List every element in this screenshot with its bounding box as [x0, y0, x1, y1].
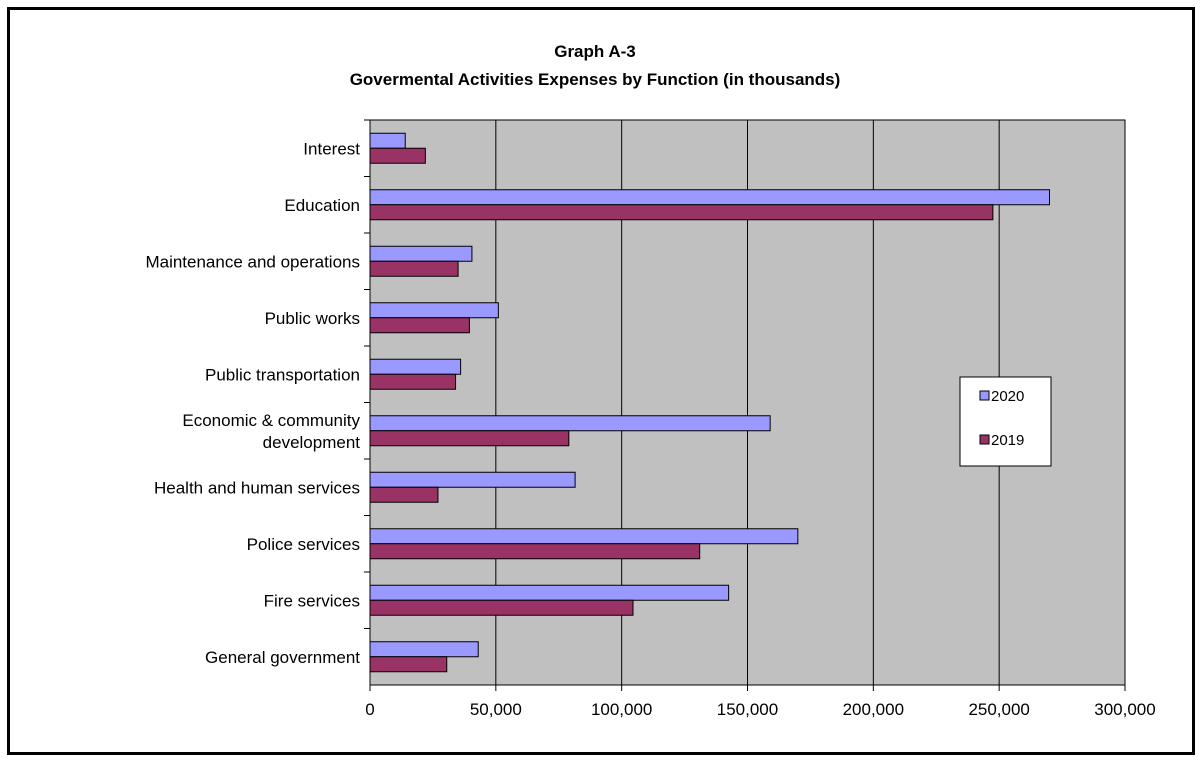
bar-2019-3: [369, 317, 470, 334]
category-label-line: Interest: [303, 139, 360, 158]
category-label: Fire services: [264, 591, 360, 610]
bar-2020-9: [369, 641, 479, 658]
x-tick-label: 50,000: [470, 700, 522, 719]
category-label-line: Economic & community: [182, 411, 360, 430]
bar-2019-8: [369, 599, 634, 616]
x-tick-label: 0: [365, 700, 374, 719]
bar-2019-7: [369, 543, 701, 560]
bar-2019-5: [369, 430, 570, 447]
bar-2019-2: [369, 260, 459, 277]
chart-title: Graph A-3: [554, 42, 636, 61]
category-label-line: Fire services: [264, 591, 360, 610]
legend: 2020 2019: [959, 376, 1052, 467]
legend-label-2020: 2020: [991, 388, 1024, 405]
bar-2020-0: [369, 132, 406, 149]
bar-2019-9: [369, 656, 448, 673]
legend-label-2019: 2019: [991, 432, 1024, 449]
category-label: Public works: [265, 309, 360, 328]
bar-2020-3: [369, 302, 499, 319]
bar-2020-1: [369, 189, 1050, 206]
x-tick-label: 150,000: [717, 700, 778, 719]
category-label: General government: [205, 648, 360, 667]
category-label: Education: [284, 196, 360, 215]
category-label-line: Education: [284, 196, 360, 215]
bar-2019-4: [369, 373, 457, 390]
legend-swatch-2020: [979, 390, 990, 401]
category-label-line: development: [263, 433, 361, 452]
category-label-line: General government: [205, 648, 360, 667]
chart-subtitle: Govermental Activities Expenses by Funct…: [350, 70, 841, 89]
category-label: Maintenance and operations: [145, 252, 360, 271]
bar-2020-6: [369, 471, 576, 488]
x-tick-label: 100,000: [591, 700, 652, 719]
x-tick-label: 300,000: [1094, 700, 1155, 719]
legend-box: [959, 376, 1052, 467]
bar-2020-7: [369, 528, 799, 545]
category-label: Economic & community development: [182, 411, 360, 452]
category-label: Public transportation: [205, 365, 360, 384]
bar-2019-6: [369, 486, 439, 503]
bar-2020-5: [369, 415, 771, 432]
category-label: Police services: [247, 535, 360, 554]
category-label-line: Public works: [265, 309, 360, 328]
bar-2020-2: [369, 245, 473, 262]
x-tick-label: 200,000: [843, 700, 904, 719]
category-label-line: Police services: [247, 535, 360, 554]
legend-swatch-2019: [979, 434, 990, 445]
bar-chart: Graph A-3 Govermental Activities Expense…: [145, 42, 1155, 719]
x-tick-label: 250,000: [968, 700, 1029, 719]
chart-frame: Graph A-3 Govermental Activities Expense…: [7, 7, 1195, 755]
bar-2020-8: [369, 584, 730, 601]
category-label: Health and human services: [154, 478, 360, 497]
category-label-line: Maintenance and operations: [145, 252, 360, 271]
bar-2020-4: [369, 358, 462, 375]
bar-2019-0: [369, 147, 426, 164]
category-label-line: Public transportation: [205, 365, 360, 384]
category-label: Interest: [303, 139, 360, 158]
bar-2019-1: [369, 204, 994, 221]
category-label-line: Health and human services: [154, 478, 360, 497]
